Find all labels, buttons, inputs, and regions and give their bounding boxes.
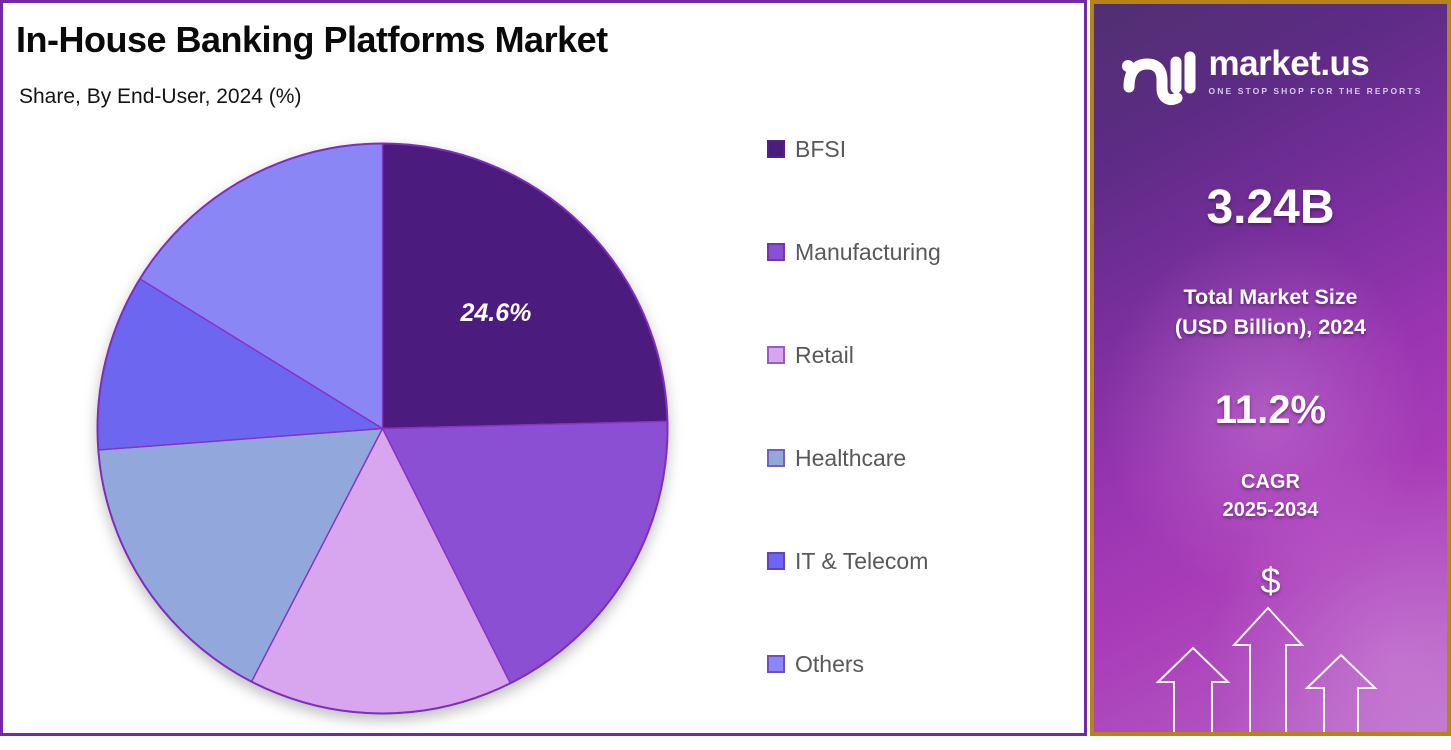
market-size-label: Total Market Size (USD Billion), 2024 [1094, 282, 1447, 342]
pie-slice-label: 24.6% [459, 299, 531, 327]
market-size-value: 3.24B [1206, 181, 1335, 234]
legend-label: Retail [795, 341, 854, 368]
legend-item-bfsi: BFSI [767, 132, 941, 166]
legend: BFSI Manufacturing Retail Healthcare IT & Te… [767, 132, 941, 750]
legend-label: BFSI [795, 135, 847, 162]
brand-logo: market.us ONE STOP SHOP FOR THE REPORTS [1094, 36, 1447, 106]
legend-label: IT & Telecom [795, 547, 929, 574]
marketus-logo-icon [1121, 51, 1196, 105]
legend-swatch [767, 140, 785, 158]
pie-chart: 24.6% [96, 142, 669, 715]
pie-outer-ring [96, 142, 669, 715]
legend-swatch [767, 449, 785, 467]
cagr-label: CAGR 2025-2034 [1094, 468, 1447, 524]
logo-tagline: ONE STOP SHOP FOR THE REPORTS [1208, 86, 1423, 96]
chart-area: In-House Banking Platforms Market Share,… [0, 0, 1087, 736]
pie-slice-bfsi [381, 142, 669, 430]
legend-item-retail: Retail [767, 338, 941, 372]
legend-swatch [767, 552, 785, 570]
legend-swatch [767, 655, 785, 673]
cagr-label-line2: 2025-2034 [1222, 499, 1319, 521]
chart-subtitle: Share, By End-User, 2024 (%) [19, 85, 302, 108]
legend-label: Healthcare [795, 444, 907, 471]
legend-item-healthcare: Healthcare [767, 441, 941, 475]
market-size-label-line2: (USD Billion), 2024 [1174, 315, 1367, 339]
growth-arrows-icon [1155, 606, 1378, 732]
legend-swatch [767, 346, 785, 364]
arrow-up-middle [1231, 606, 1305, 732]
page-title: In-House Banking Platforms Market [16, 19, 608, 60]
legend-item-manufacturing: Manufacturing [767, 235, 941, 269]
arrow-up-right [1304, 653, 1378, 732]
legend-swatch [767, 243, 785, 261]
logo-wordmark: market.us [1208, 44, 1370, 83]
market-size-label-line1: Total Market Size [1183, 285, 1358, 309]
legend-item-it-telecom: IT & Telecom [767, 544, 941, 578]
brand-panel: market.us ONE STOP SHOP FOR THE REPORTS … [1090, 0, 1451, 736]
arrow-up-left [1155, 646, 1231, 732]
cagr-value: 11.2% [1214, 388, 1327, 432]
cagr-label-line1: CAGR [1241, 471, 1300, 493]
legend-item-others: Others [767, 647, 941, 681]
legend-label: Others [795, 650, 865, 677]
legend-label: Manufacturing [795, 238, 941, 265]
dollar-icon: $ [1260, 560, 1281, 601]
